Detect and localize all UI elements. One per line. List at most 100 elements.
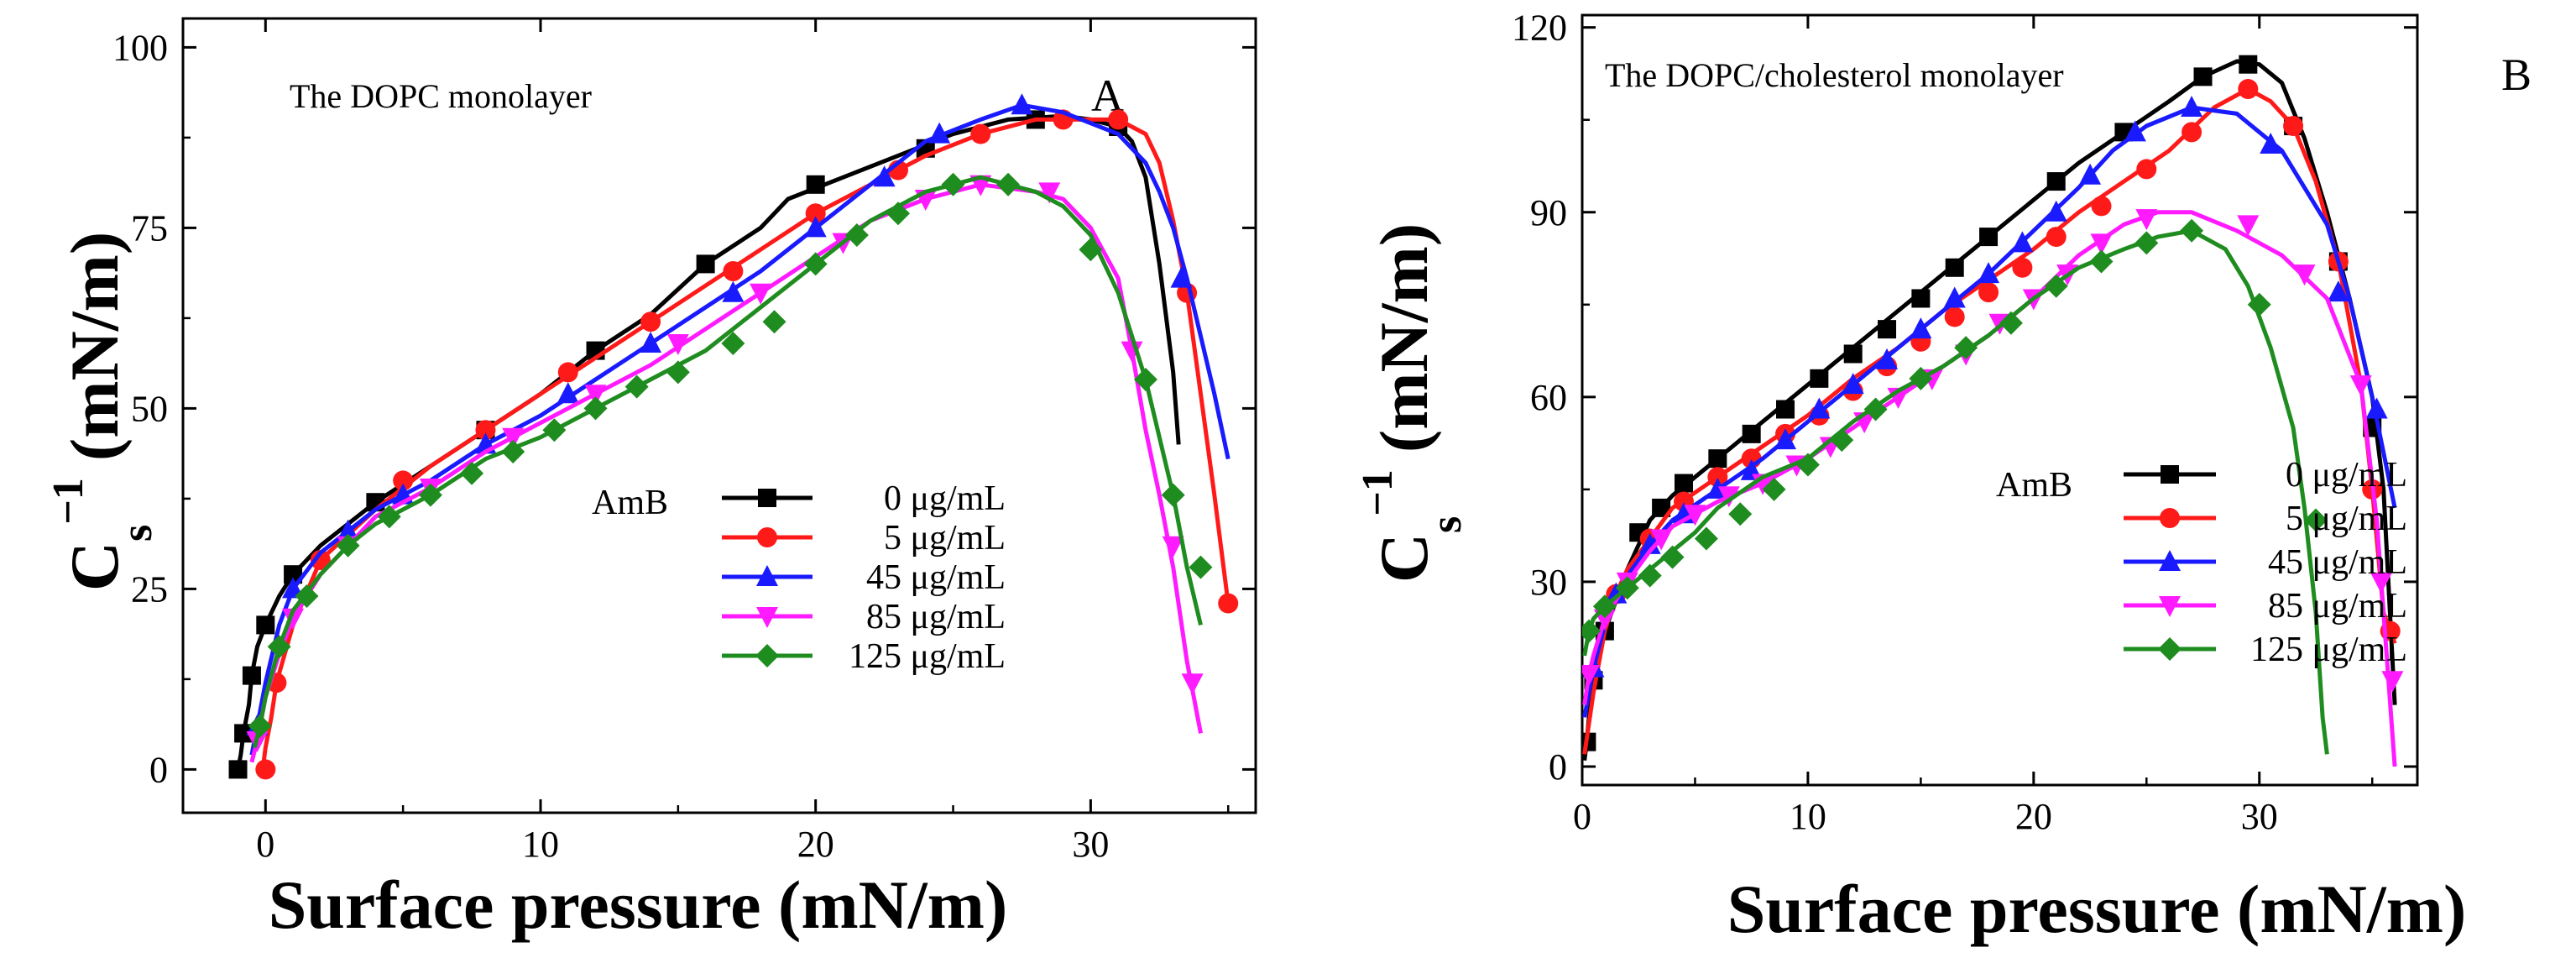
- legend-label: 45 μg/mL: [2268, 543, 2407, 582]
- series-line: [260, 117, 1231, 770]
- series-c85: [246, 175, 1204, 763]
- data-point: [336, 533, 360, 558]
- plot-frame: [1581, 13, 2419, 787]
- data-point: [2303, 508, 2328, 532]
- data-point: [584, 385, 607, 406]
- series-line: [249, 102, 1231, 756]
- data-point: [696, 254, 715, 274]
- data-point: [1742, 424, 1761, 443]
- legend-label: 5 μg/mL: [884, 519, 1006, 558]
- data-point: [2370, 572, 2392, 594]
- series-c0: [228, 110, 1181, 779]
- y-tick-label: 90: [1530, 192, 1567, 233]
- data-point: [501, 440, 525, 463]
- data-point: [2247, 292, 2271, 317]
- y-axis-label: Cs −1 (mN/m): [1354, 223, 1471, 583]
- legend-marker: [2158, 637, 2182, 661]
- data-point: [1876, 348, 1899, 369]
- data-point: [1582, 664, 1601, 686]
- data-point: [1843, 344, 1863, 364]
- data-point: [1774, 428, 1797, 450]
- x-tick-label: 10: [522, 824, 559, 865]
- chart-panel-b: 0 10 20 30 0 30 60 90 120 Surface pressure (mN/m)…: [1354, 8, 2532, 947]
- data-point: [805, 203, 826, 224]
- data-point: [1878, 320, 1897, 339]
- y-axis-label-text: Cs −1 (mN/m): [1354, 223, 1471, 583]
- y-tick-label: 120: [1512, 8, 1567, 49]
- data-point: [2046, 227, 2067, 248]
- data-point: [2079, 163, 2102, 185]
- data-point: [1810, 369, 1829, 388]
- data-point: [2046, 172, 2066, 191]
- legend-label: 125 μg/mL: [2250, 631, 2407, 669]
- data-point: [1582, 619, 1602, 643]
- data-point: [337, 519, 359, 541]
- data-point: [666, 360, 690, 385]
- data-point: [295, 584, 319, 608]
- series-line: [236, 113, 1181, 770]
- legend-label: 5 μg/mL: [2286, 500, 2407, 538]
- data-point: [928, 122, 951, 144]
- series-c5: [255, 109, 1239, 780]
- data-point: [393, 470, 414, 491]
- data-point: [2260, 133, 2282, 154]
- legend-marker: [2159, 550, 2181, 571]
- data-point: [1133, 368, 1157, 391]
- x-tick-label: 0: [1573, 796, 1591, 837]
- data-point: [1638, 532, 1661, 554]
- data-point: [1762, 477, 1786, 501]
- data-point: [873, 165, 896, 187]
- data-point: [1954, 336, 1978, 360]
- data-point: [1675, 474, 1694, 493]
- panel-letter: B: [2501, 50, 2532, 100]
- y-tick-label: 25: [131, 568, 168, 610]
- data-point: [502, 427, 525, 449]
- legend-label: 0 μg/mL: [884, 479, 1006, 518]
- y-axis-subscript: s: [1423, 516, 1471, 533]
- legend-header: AmB: [592, 484, 668, 522]
- data-point: [2238, 79, 2259, 100]
- data-point: [1161, 483, 1185, 507]
- data-point: [1911, 289, 1931, 308]
- data-point: [234, 724, 253, 743]
- data-point: [242, 666, 261, 685]
- data-point: [666, 334, 689, 355]
- data-point: [640, 332, 662, 353]
- data-point: [256, 615, 275, 635]
- data-point: [377, 505, 401, 529]
- data-point: [2181, 96, 2203, 118]
- x-axis-label: Surface pressure (mN/m): [1727, 871, 2467, 947]
- y-tick-label: 30: [1530, 562, 1567, 603]
- data-point: [542, 418, 567, 442]
- data-point: [624, 374, 649, 399]
- data-point: [284, 565, 303, 584]
- panel-title: The DOPC monolayer: [290, 77, 592, 115]
- legend-marker: [755, 644, 779, 667]
- data-point: [1660, 545, 1685, 569]
- legend-header: AmB: [1996, 466, 2072, 505]
- data-point: [1708, 449, 1727, 469]
- data-point: [1181, 673, 1204, 695]
- data-point: [2283, 116, 2304, 137]
- x-tick-label: 30: [2241, 796, 2278, 837]
- legend-label: 85 μg/mL: [2268, 587, 2407, 626]
- series-line: [1582, 105, 2397, 718]
- data-point: [2327, 280, 2349, 302]
- y-axis-symbol: C: [56, 542, 133, 591]
- data-point: [2124, 120, 2146, 142]
- data-point: [1776, 400, 1795, 419]
- legend: AmB 0 μg/mL 5 μg/mL 45 μg/mL 85 μg/mL 125 μg/…: [1996, 456, 2407, 669]
- y-axis-units: (mN/m): [56, 232, 133, 461]
- x-tick-label: 20: [797, 824, 834, 865]
- data-point: [2365, 397, 2388, 419]
- y-axis-superscript: −1: [1354, 469, 1402, 516]
- legend-marker: [2161, 465, 2179, 484]
- data-point: [2091, 196, 2112, 217]
- data-point: [2011, 231, 2034, 253]
- legend-label: 85 μg/mL: [866, 598, 1006, 636]
- data-point: [941, 172, 965, 196]
- data-point: [2381, 671, 2404, 693]
- y-tick-label: 75: [131, 207, 168, 249]
- data-point: [762, 310, 786, 334]
